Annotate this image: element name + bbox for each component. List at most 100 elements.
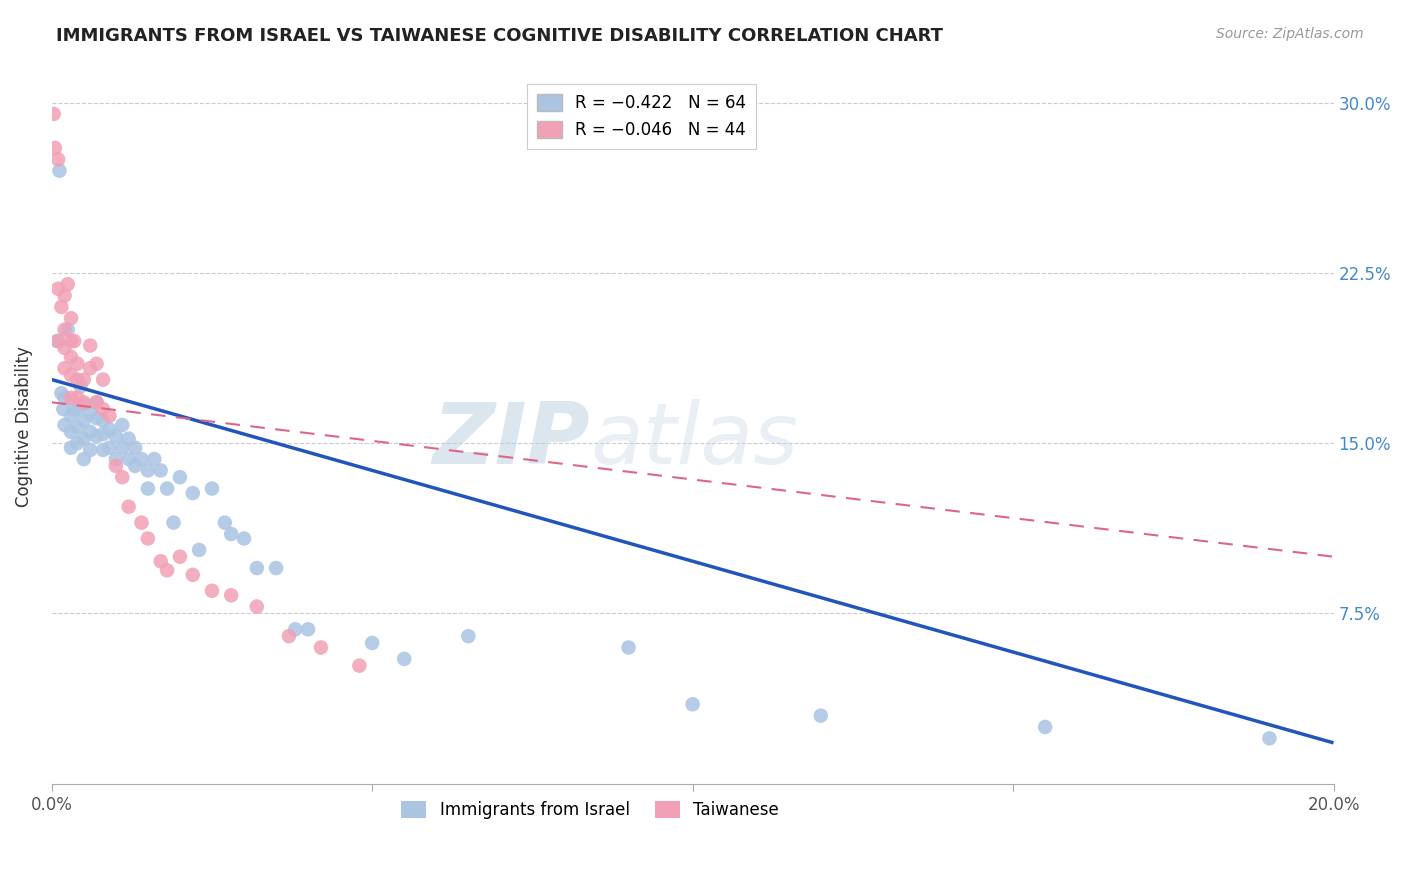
Point [66, 391, 89, 405]
Point [79, 338, 101, 352]
Point [73, 413, 96, 427]
Point [457, 629, 479, 643]
Point [86, 411, 108, 425]
Point [104, 458, 127, 473]
Point [66, 436, 89, 450]
Point [86, 395, 108, 409]
Point [181, 567, 204, 582]
Point [219, 527, 242, 541]
Point [59, 391, 82, 405]
Point [201, 482, 224, 496]
Point [56, 323, 79, 337]
Point [264, 561, 287, 575]
Point [810, 708, 832, 723]
Point [111, 441, 134, 455]
Point [277, 629, 299, 643]
Point [246, 599, 269, 614]
Text: ZIP: ZIP [433, 399, 591, 482]
Point [59, 368, 82, 382]
Point [46, 282, 69, 296]
Point [118, 500, 141, 514]
Point [169, 470, 191, 484]
Point [59, 409, 82, 423]
Point [79, 407, 101, 421]
Point [149, 463, 172, 477]
Point [53, 361, 76, 376]
Point [309, 640, 332, 655]
Point [53, 288, 76, 302]
Text: atlas: atlas [591, 399, 799, 482]
Text: Source: ZipAtlas.com: Source: ZipAtlas.com [1216, 27, 1364, 41]
Point [617, 640, 640, 655]
Point [52, 402, 75, 417]
Point [233, 532, 256, 546]
Point [51, 386, 73, 401]
Point [201, 583, 224, 598]
Point [44, 141, 66, 155]
Point [169, 549, 191, 564]
Point [66, 373, 89, 387]
Legend: Immigrants from Israel, Taiwanese: Immigrants from Israel, Taiwanese [395, 794, 786, 825]
Point [86, 429, 108, 443]
Point [136, 532, 159, 546]
Point [66, 357, 89, 371]
Point [394, 652, 416, 666]
Point [136, 482, 159, 496]
Point [156, 563, 179, 577]
Point [79, 425, 101, 439]
Point [349, 658, 371, 673]
Y-axis label: Cognitive Disability: Cognitive Disability [15, 346, 32, 507]
Point [214, 516, 236, 530]
Point [91, 402, 114, 417]
Text: IMMIGRANTS FROM ISRAEL VS TAIWANESE COGNITIVE DISABILITY CORRELATION CHART: IMMIGRANTS FROM ISRAEL VS TAIWANESE COGN… [56, 27, 943, 45]
Point [59, 425, 82, 439]
Point [1033, 720, 1056, 734]
Point [124, 458, 146, 473]
Point [111, 470, 134, 484]
Point [45, 334, 67, 348]
Point [219, 588, 242, 602]
Point [181, 486, 204, 500]
Point [131, 516, 153, 530]
Point [73, 398, 96, 412]
Point [297, 623, 319, 637]
Point [53, 391, 76, 405]
Point [86, 357, 108, 371]
Point [73, 373, 96, 387]
Point [118, 432, 141, 446]
Point [46, 153, 69, 167]
Point [53, 323, 76, 337]
Point [98, 441, 121, 455]
Point [79, 442, 101, 457]
Point [51, 300, 73, 314]
Point [56, 277, 79, 292]
Point [48, 163, 70, 178]
Point [66, 420, 89, 434]
Point [98, 423, 121, 437]
Point [131, 452, 153, 467]
Point [59, 350, 82, 364]
Point [98, 409, 121, 423]
Point [91, 427, 114, 442]
Point [136, 463, 159, 477]
Point [59, 311, 82, 326]
Point [53, 341, 76, 355]
Point [42, 107, 65, 121]
Point [59, 334, 82, 348]
Point [284, 623, 307, 637]
Point [69, 379, 91, 393]
Point [73, 395, 96, 409]
Point [143, 452, 166, 467]
Point [149, 554, 172, 568]
Point [1258, 731, 1281, 746]
Point [104, 429, 127, 443]
Point [91, 442, 114, 457]
Point [86, 395, 108, 409]
Point [162, 516, 184, 530]
Point [59, 441, 82, 455]
Point [91, 413, 114, 427]
Point [46, 334, 69, 348]
Point [79, 361, 101, 376]
Point [156, 482, 179, 496]
Point [73, 432, 96, 446]
